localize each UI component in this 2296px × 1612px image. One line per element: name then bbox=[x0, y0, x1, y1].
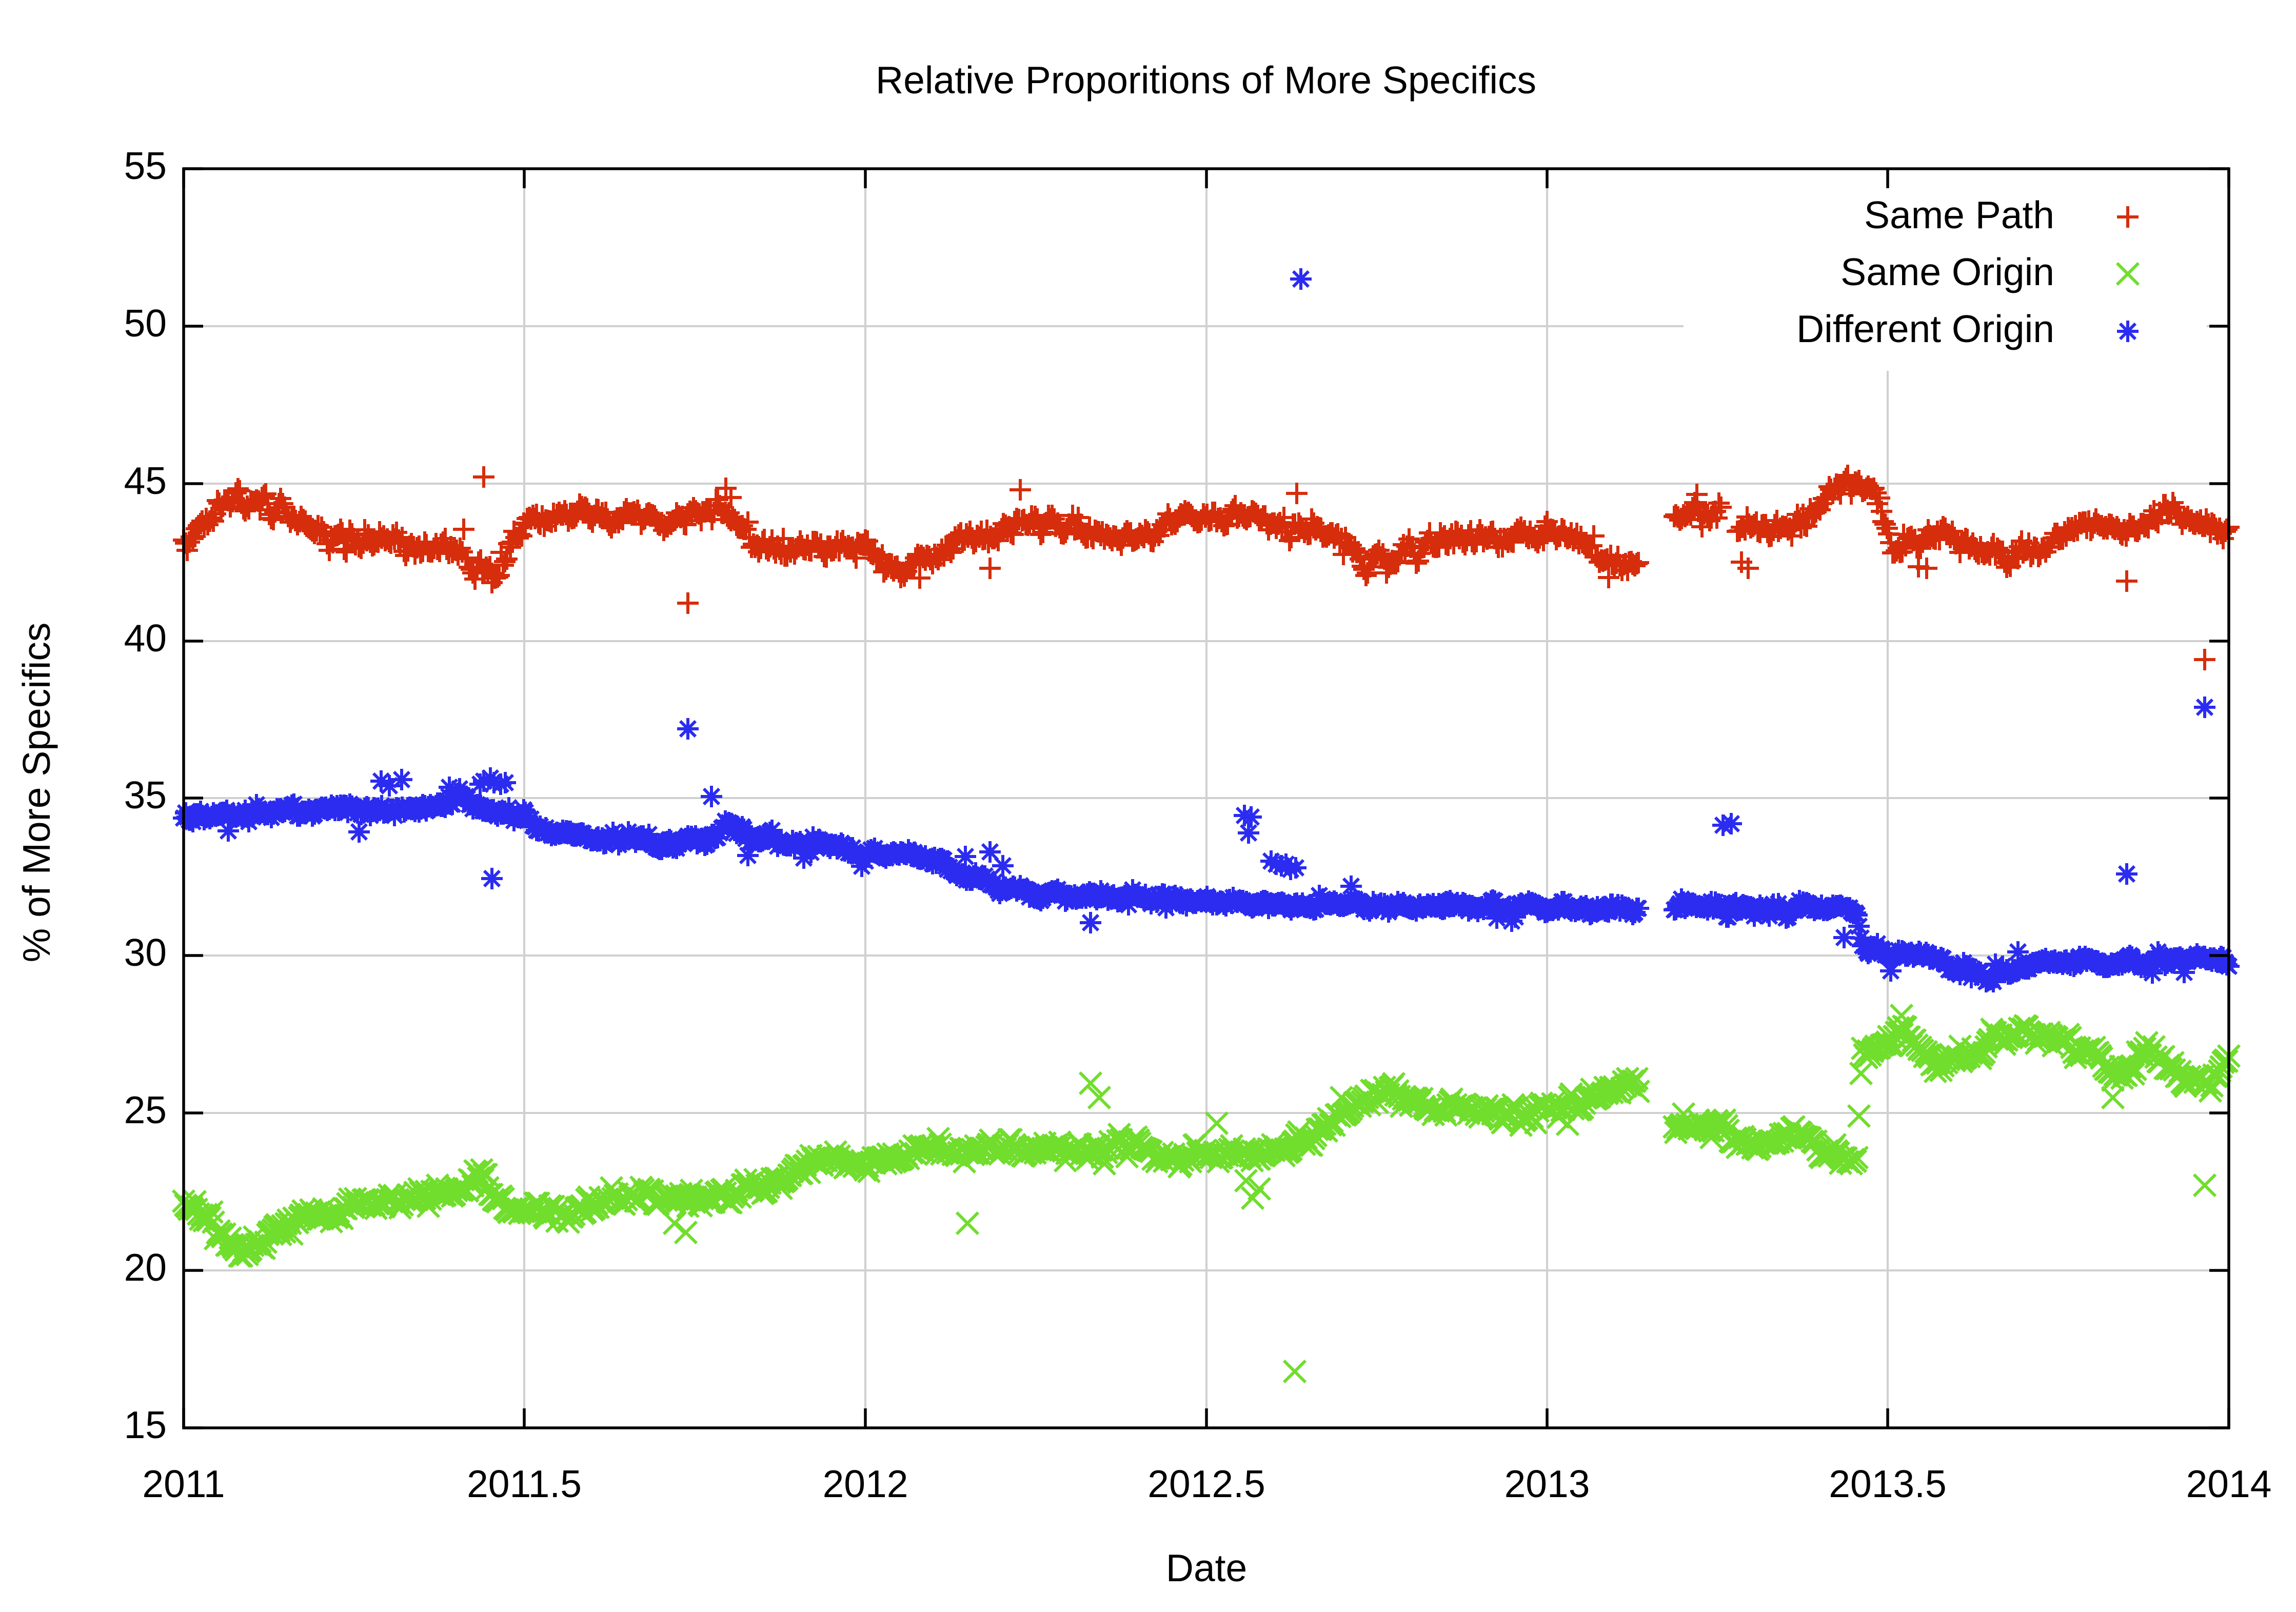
svg-text:2013: 2013 bbox=[1505, 1462, 1590, 1505]
svg-text:45: 45 bbox=[124, 459, 167, 502]
svg-text:55: 55 bbox=[124, 144, 167, 187]
svg-text:2012: 2012 bbox=[823, 1462, 908, 1505]
svg-text:15: 15 bbox=[124, 1403, 167, 1446]
svg-text:50: 50 bbox=[124, 302, 167, 345]
svg-text:35: 35 bbox=[124, 773, 167, 817]
svg-text:2011: 2011 bbox=[142, 1462, 225, 1505]
svg-text:40: 40 bbox=[124, 616, 167, 660]
svg-text:Same Path: Same Path bbox=[1864, 193, 2054, 236]
svg-text:2013.5: 2013.5 bbox=[1829, 1462, 1946, 1505]
svg-text:Different Origin: Different Origin bbox=[1796, 307, 2054, 350]
svg-text:20: 20 bbox=[124, 1246, 167, 1289]
svg-text:Date: Date bbox=[1166, 1546, 1247, 1589]
svg-text:Same Origin: Same Origin bbox=[1840, 250, 2054, 293]
svg-text:2011.5: 2011.5 bbox=[467, 1462, 582, 1505]
svg-text:2014: 2014 bbox=[2186, 1462, 2272, 1505]
svg-text:30: 30 bbox=[124, 931, 167, 974]
svg-text:2012.5: 2012.5 bbox=[1147, 1462, 1265, 1505]
svg-text:Relative Proporitions of More: Relative Proporitions of More Specifics bbox=[876, 58, 1536, 102]
svg-text:% of More Specifics: % of More Specifics bbox=[15, 623, 58, 963]
svg-text:25: 25 bbox=[124, 1088, 167, 1131]
